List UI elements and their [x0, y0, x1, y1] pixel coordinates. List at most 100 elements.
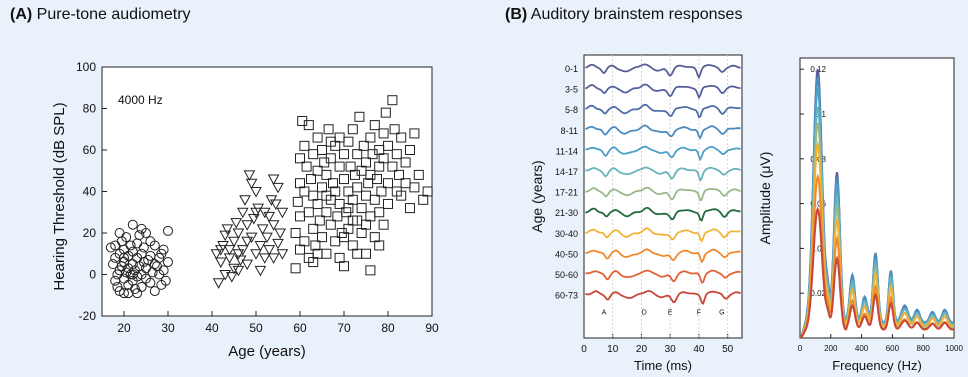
audiometry-point-square	[400, 178, 411, 189]
audiometry-point-circle	[149, 286, 160, 297]
audiometry-point-circle	[114, 228, 125, 238]
audiometry-point-square	[308, 257, 319, 268]
abr-age-label: 21-30	[555, 208, 578, 218]
audiometry-point-triangle	[223, 253, 236, 264]
audiometry-point-square	[363, 178, 374, 189]
audiometry-point-circle	[132, 252, 143, 263]
audiometry-point-circle	[116, 236, 127, 247]
panel-a-title: (A) Pure-tone audiometry	[10, 6, 191, 24]
audiometry-point-circle	[127, 219, 138, 230]
audiometry-point-circle	[123, 250, 134, 261]
audiometry-point-square	[413, 169, 424, 180]
audiometry-point-circle	[141, 228, 151, 238]
audiometry-point-square	[343, 136, 354, 147]
spectrum-series-line	[799, 140, 955, 339]
audiometry-point-square	[325, 136, 336, 147]
audiometry-point-circle	[163, 257, 173, 268]
abr-age-label: 17-21	[555, 188, 578, 198]
abr-x-tick-label: 0	[581, 344, 587, 355]
audiometry-point-square	[356, 203, 367, 214]
audiometry-point-circle	[136, 269, 147, 280]
audiometry-point-square	[328, 178, 338, 189]
audiometry-point-triangle	[272, 238, 284, 250]
audiometry-point-triangle	[243, 170, 256, 181]
audiometry-point-square	[347, 240, 358, 251]
abr-x-tick-label: 20	[636, 344, 648, 355]
audiometry-point-circle	[121, 267, 132, 278]
audiometry-x-tick-label: 80	[381, 321, 395, 335]
abr-x-tick-label: 40	[693, 344, 705, 355]
audiometry-point-square	[400, 157, 411, 168]
audiometry-x-tick-label: 40	[205, 321, 219, 335]
abr-age-label: 5-8	[565, 105, 578, 115]
audiometry-point-square	[310, 240, 321, 251]
audiometry-point-square	[325, 153, 336, 164]
audiometry-point-triangle	[236, 245, 249, 256]
panel-b-letter: (B)	[505, 6, 528, 23]
audiometry-point-square	[369, 120, 380, 131]
audiometry-point-square	[299, 140, 310, 151]
audiometry-point-circle	[160, 275, 171, 286]
abr-waveform-line	[585, 206, 741, 222]
spectrum-series-line	[800, 206, 954, 339]
audiometry-point-circle	[156, 279, 167, 290]
spectrum-y-tick-label: 0.02	[810, 289, 826, 298]
panel-a-letter: (A)	[10, 6, 33, 23]
audiometry-point-square	[321, 169, 332, 180]
audiometry-y-tick-label: 0	[89, 268, 96, 282]
audiometry-point-square	[361, 157, 371, 168]
audiometry-point-circle	[132, 288, 143, 299]
audiometry-point-triangle	[263, 245, 276, 256]
audiometry-point-square	[367, 149, 378, 160]
audiometry-point-square	[339, 174, 349, 185]
audiometry-point-square	[409, 128, 420, 139]
audiometry-point-square	[422, 186, 433, 197]
audiometry-point-triangle	[241, 236, 254, 248]
audiometry-point-triangle	[219, 270, 232, 281]
audiometry-point-square	[374, 161, 385, 172]
audiometry-point-circle	[158, 244, 169, 255]
audiometry-point-square	[317, 182, 327, 193]
audiometry-x-tick-label: 60	[293, 321, 307, 335]
abr-age-label: 60-73	[555, 291, 578, 301]
audiometry-point-circle	[154, 252, 165, 263]
audiometry-point-square	[334, 161, 345, 172]
audiometry-point-square	[380, 107, 391, 118]
audiometry-y-tick-label: -20	[79, 309, 97, 323]
panel-b-title-text: Auditory brainstem responses	[530, 6, 743, 23]
audiometry-frequency-annotation: 4000 Hz	[118, 93, 163, 107]
audiometry-point-square	[290, 228, 301, 238]
audiometry-point-triangle	[267, 220, 280, 231]
audiometry-point-triangle	[245, 178, 258, 190]
audiometry-point-circle	[158, 265, 169, 276]
audiometry-point-square	[341, 207, 352, 218]
audiometry-point-triangle	[261, 232, 273, 244]
audiometry-point-circle	[110, 275, 121, 286]
audiometry-point-square	[396, 190, 407, 201]
audiometry-point-circle	[127, 246, 138, 257]
audiometry-point-circle	[119, 273, 129, 284]
audiometry-y-tick-label: 20	[83, 226, 97, 240]
abr-peak-label: F	[697, 310, 701, 317]
audiometry-point-circle	[127, 269, 138, 280]
audiometry-point-circle	[136, 248, 147, 259]
audiometry-point-square	[334, 132, 345, 143]
audiometry-point-circle	[130, 265, 140, 276]
audiometry-point-square	[347, 215, 358, 226]
audiometry-point-circle	[127, 275, 138, 286]
audiometry-point-triangle	[254, 265, 267, 277]
audiometry-point-square	[339, 261, 349, 272]
audiometry-point-square	[383, 198, 393, 209]
audiometry-point-square	[308, 149, 319, 160]
abr-x-tick-label: 30	[665, 344, 677, 355]
spectrum-x-tick-label: 0	[798, 344, 803, 353]
abr-age-label: 11-14	[556, 146, 578, 156]
abr-age-label: 3-5	[565, 85, 578, 95]
audiometry-point-circle	[110, 240, 121, 251]
audiometry-point-circle	[119, 244, 129, 255]
audiometry-point-square	[369, 232, 380, 243]
audiometry-point-square	[376, 186, 387, 197]
audiometry-point-triangle	[267, 174, 280, 186]
audiometry-point-square	[365, 132, 376, 143]
audiometry-point-square	[312, 132, 323, 143]
